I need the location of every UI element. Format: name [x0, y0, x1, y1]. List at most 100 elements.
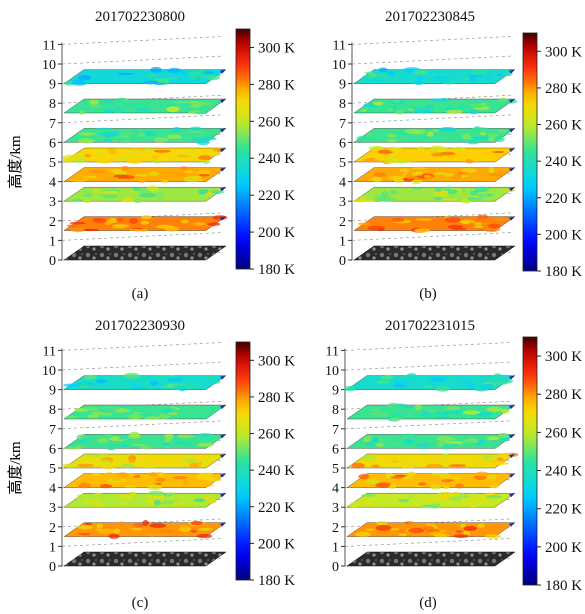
layer-9km [353, 67, 516, 85]
layer-4km [63, 165, 227, 184]
layer-texture [473, 225, 484, 228]
layer-texture [366, 132, 373, 137]
layer-texture [455, 483, 464, 489]
layer-corner [509, 99, 515, 103]
layer-texture [448, 464, 467, 468]
layer-texture [161, 179, 169, 184]
layer-texture [123, 175, 135, 180]
layer-texture [112, 376, 124, 379]
layer-4km [63, 472, 227, 491]
layer-texture [83, 375, 97, 381]
layer-texture [81, 188, 94, 194]
layer-texture [415, 80, 425, 85]
layer-texture [71, 80, 87, 86]
layer-texture [439, 529, 447, 533]
layer-texture [132, 411, 142, 414]
layer-texture [164, 459, 181, 464]
layer-3km [63, 185, 227, 203]
y-tick-label: 7 [339, 117, 346, 132]
layer-texture [201, 137, 217, 141]
panel-label: (a) [132, 286, 149, 302]
layer-corner [220, 148, 226, 152]
layer-texture [410, 139, 419, 142]
layer-texture [96, 523, 104, 529]
y-tick-label: 7 [49, 423, 56, 438]
layer-texture [99, 484, 113, 489]
layer-corner [220, 99, 226, 103]
layer-texture [488, 484, 500, 489]
y-tick-label: 7 [332, 423, 339, 438]
grid-line [61, 114, 225, 124]
colorbar-tick-label: 300 K [258, 40, 295, 56]
layer-texture [129, 218, 139, 224]
layer-texture [140, 445, 151, 450]
layer-texture [168, 157, 184, 162]
layer-texture [71, 175, 84, 181]
layer-texture [147, 185, 159, 192]
layer-texture [100, 464, 116, 470]
layer-texture [471, 103, 484, 109]
layer-texture [365, 528, 375, 531]
layer-texture [190, 454, 209, 459]
y-tick-label: 11 [326, 344, 339, 359]
layer-texture [163, 457, 181, 461]
layer-texture [391, 441, 401, 447]
colorbar-tick-label: 280 K [258, 77, 295, 93]
layer-texture [356, 135, 371, 142]
layer-texture [420, 411, 433, 418]
layer-texture [442, 485, 450, 490]
y-tick-label: 2 [339, 215, 346, 230]
layer-texture [98, 459, 112, 465]
layer-texture [199, 481, 212, 488]
layer-texture [467, 197, 483, 200]
colorbar-tick-label: 260 K [258, 427, 295, 443]
y-tick-label: 5 [49, 462, 56, 477]
layer-texture [113, 528, 121, 534]
layer-texture [91, 472, 101, 476]
layer-texture [498, 129, 508, 133]
layer-9km [63, 66, 227, 86]
layer-texture [396, 153, 407, 158]
layer-texture [172, 502, 184, 506]
y-tick-label: 8 [332, 403, 339, 418]
layer-5km [62, 147, 227, 165]
layer-texture [88, 99, 100, 105]
colorbar-tick-label: 180 K [545, 578, 582, 594]
colorbar-tick-label: 280 K [258, 390, 295, 406]
layer-texture [139, 193, 156, 198]
layer-texture [178, 495, 186, 499]
layer-texture [411, 172, 423, 176]
layer-texture [423, 497, 436, 502]
layer-texture [459, 523, 466, 528]
layer-7_5km [63, 404, 227, 420]
layer-9km [63, 372, 227, 392]
layer-1_5km [353, 214, 516, 233]
layer-texture [82, 438, 90, 443]
layer-texture [392, 217, 405, 222]
layer-texture [92, 412, 106, 416]
layer-texture [491, 381, 508, 385]
y-tick-label: 0 [49, 560, 56, 575]
layer-texture [115, 379, 129, 385]
colorbar-tick-label: 280 K [545, 81, 582, 97]
layer-texture [117, 521, 126, 528]
colorbar-tick-label: 240 K [545, 154, 582, 170]
layer-texture [84, 406, 100, 412]
y-tick-label: 1 [49, 234, 56, 249]
layer-texture [493, 136, 505, 143]
layer-texture [103, 194, 118, 199]
panel-label: (b) [419, 286, 437, 302]
grid-line [61, 342, 225, 351]
layer-texture [414, 404, 423, 411]
grid-line [61, 55, 225, 65]
layer-texture [442, 455, 459, 458]
layer-texture [502, 71, 513, 76]
layer-texture [368, 146, 385, 151]
layer-texture [129, 491, 137, 497]
layer-texture [109, 102, 117, 106]
layer-texture [197, 155, 212, 161]
y-axis-label: 高度/km [7, 135, 24, 189]
layer-texture [493, 373, 502, 379]
layer-texture [386, 133, 398, 138]
layer-texture [208, 499, 217, 504]
